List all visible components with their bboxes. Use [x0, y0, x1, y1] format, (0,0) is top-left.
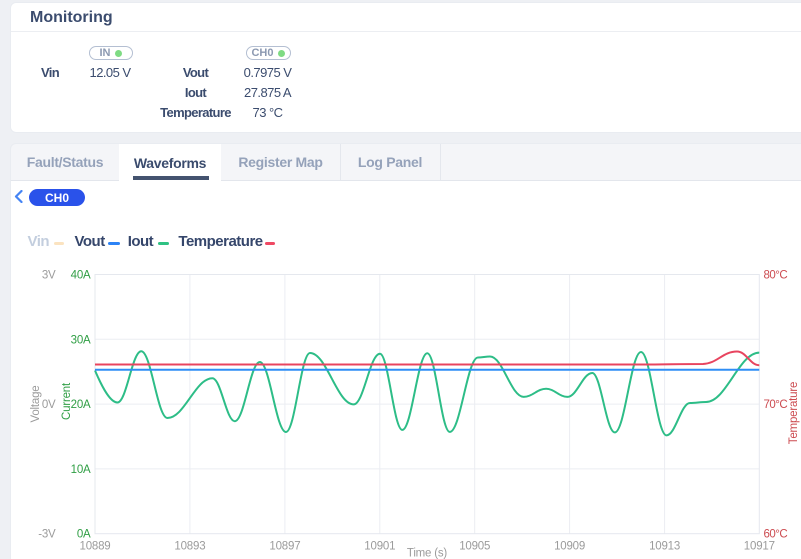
svg-text:30A: 30A	[71, 334, 91, 346]
svg-text:10893: 10893	[174, 541, 205, 553]
svg-text:10889: 10889	[80, 541, 111, 553]
svg-text:3V: 3V	[42, 270, 56, 282]
svg-text:10917: 10917	[744, 541, 775, 553]
svg-text:Time (s): Time (s)	[407, 548, 448, 559]
svg-text:10901: 10901	[364, 541, 395, 553]
svg-text:10897: 10897	[269, 541, 300, 553]
svg-text:10A: 10A	[71, 464, 91, 476]
svg-text:10909: 10909	[554, 541, 585, 553]
svg-text:Voltage: Voltage	[30, 386, 42, 423]
svg-text:40A: 40A	[71, 270, 91, 282]
svg-text:10905: 10905	[459, 541, 490, 553]
svg-text:70°C: 70°C	[764, 399, 788, 411]
svg-text:Temperature: Temperature	[788, 382, 800, 444]
svg-text:0V: 0V	[42, 399, 56, 411]
svg-text:Current: Current	[61, 382, 73, 420]
svg-text:-3V: -3V	[38, 529, 56, 541]
svg-text:80°C: 80°C	[764, 270, 788, 282]
svg-text:0A: 0A	[77, 529, 91, 541]
svg-text:10913: 10913	[649, 541, 680, 553]
svg-text:20A: 20A	[71, 399, 91, 411]
svg-text:60°C: 60°C	[764, 529, 788, 541]
